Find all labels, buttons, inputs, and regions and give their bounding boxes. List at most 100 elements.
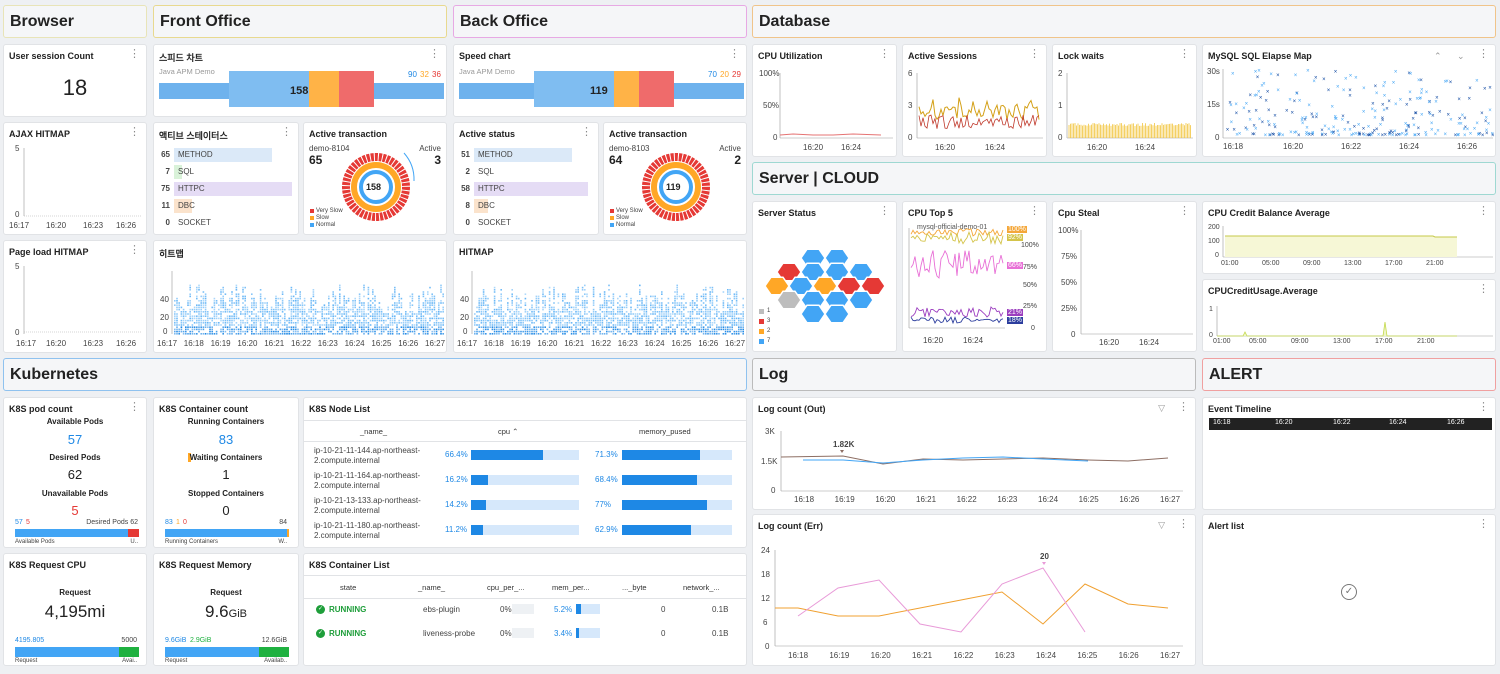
- running-label: Running Containers: [187, 417, 265, 426]
- x-tick: 17:00: [1385, 260, 1403, 267]
- container-name: liveness-probe: [423, 629, 476, 638]
- svg-text:×: ×: [1238, 131, 1242, 137]
- x-tick: 05:00: [1249, 338, 1267, 345]
- widget-title: Alert list: [1208, 521, 1245, 531]
- y-label: 200: [1208, 224, 1220, 231]
- svg-text:×: ×: [1407, 124, 1411, 130]
- svg-text:×: ×: [1258, 117, 1262, 123]
- status-row[interactable]: 75 HTTPC: [154, 181, 298, 198]
- y-label: 6: [763, 618, 768, 627]
- svg-text:×: ×: [1428, 99, 1432, 105]
- table-row[interactable]: ip-10-21-11-180.ap-northeast- 2.compute.i…: [304, 519, 746, 544]
- more-icon[interactable]: ⋮: [1478, 205, 1489, 217]
- column-name[interactable]: _name_: [360, 427, 388, 436]
- y-label: 0: [771, 486, 776, 495]
- svg-text:×: ×: [1456, 133, 1460, 139]
- filter-icon[interactable]: ▽: [1158, 403, 1165, 413]
- svg-text:×: ×: [1346, 120, 1350, 126]
- x-tick: 16:20: [870, 651, 891, 660]
- status-row[interactable]: 0 SOCKET: [154, 215, 298, 232]
- svg-text:×: ×: [1457, 97, 1461, 103]
- column-mem[interactable]: mem_per...: [552, 583, 590, 592]
- widget-title: CPU Utilization: [758, 51, 823, 61]
- more-icon[interactable]: ⋮: [129, 244, 140, 256]
- column-state[interactable]: state: [340, 583, 357, 592]
- widget-title: 액티브 스테이터스: [159, 131, 228, 141]
- more-icon[interactable]: ⋮: [729, 48, 740, 60]
- y-label: 30s: [1207, 67, 1220, 76]
- table-row[interactable]: ip-10-21-13-133.ap-northeast- 2.compute.i…: [304, 494, 746, 519]
- x-tick: 16:23: [317, 339, 338, 348]
- svg-text:×: ×: [1457, 132, 1461, 138]
- k8s-node-list-widget: K8S Node List _name_ cpu ⌃ memory_pused …: [303, 397, 747, 548]
- more-icon[interactable]: ⋮: [1178, 401, 1189, 413]
- svg-text:×: ×: [1391, 131, 1395, 137]
- svg-text:×: ×: [1457, 121, 1461, 127]
- more-icon[interactable]: ⋮: [1179, 205, 1190, 217]
- svg-text:×: ×: [1388, 132, 1392, 138]
- status-row[interactable]: 58 HTTPC: [454, 181, 598, 198]
- more-icon[interactable]: ⋮: [1179, 48, 1190, 60]
- y-label: 75%: [1023, 264, 1038, 271]
- front-speed-graphic: [159, 71, 444, 107]
- more-icon[interactable]: ⋮: [1029, 48, 1040, 60]
- more-icon[interactable]: ⋮: [1029, 205, 1040, 217]
- status-row[interactable]: 2 SQL: [454, 164, 598, 181]
- svg-text:×: ×: [1294, 130, 1298, 136]
- cpu-value: 0%: [500, 605, 512, 614]
- column-memory[interactable]: memory_pused: [639, 427, 691, 436]
- more-icon[interactable]: ⋮: [1178, 518, 1189, 530]
- node-rows: ip-10-21-11-144.ap-northeast- 2.compute.i…: [304, 444, 746, 544]
- more-icon[interactable]: ⋮: [581, 126, 592, 138]
- bar-label: Available Pods: [15, 539, 55, 545]
- user-session-widget: User session Count ⋮ 18: [3, 44, 147, 117]
- svg-text:×: ×: [1434, 99, 1438, 105]
- cpu-steal-widget: Cpu Steal ⋮ 100% 75% 50% 25% 0 16:20 16:…: [1052, 201, 1197, 352]
- status-row[interactable]: 65 METHOD: [154, 147, 298, 164]
- more-icon[interactable]: ⋮: [879, 205, 890, 217]
- status-row[interactable]: 11 DBC: [154, 198, 298, 215]
- table-row[interactable]: ✓ RUNNING liveness-probe 0% 3.4% 0 0.1B: [304, 624, 746, 648]
- status-row[interactable]: 0 SOCKET: [454, 215, 598, 232]
- svg-text:×: ×: [1254, 126, 1258, 132]
- chevron-down-icon[interactable]: ⌄: [1457, 51, 1465, 61]
- more-icon[interactable]: ⋮: [879, 48, 890, 60]
- status-row[interactable]: 7 SQL: [154, 164, 298, 181]
- svg-text:×: ×: [1407, 71, 1411, 77]
- svg-text:×: ×: [1269, 72, 1273, 78]
- column-cpu[interactable]: cpu ⌃: [498, 427, 519, 436]
- more-icon[interactable]: ⋮: [129, 48, 140, 60]
- svg-text:×: ×: [1434, 132, 1438, 138]
- column-network[interactable]: network_...: [683, 583, 720, 592]
- svg-text:×: ×: [1307, 132, 1311, 138]
- x-tick: 16:17: [9, 221, 30, 230]
- svg-text:×: ×: [1327, 127, 1331, 133]
- more-icon[interactable]: ⋮: [129, 401, 140, 413]
- more-icon[interactable]: ⋮: [1478, 283, 1489, 295]
- status-row[interactable]: 51 METHOD: [454, 147, 598, 164]
- table-row[interactable]: ip-10-21-11-164.ap-northeast- 2.compute.i…: [304, 469, 746, 494]
- column-byte[interactable]: ..._byte: [622, 583, 647, 592]
- widget-title: Speed chart: [459, 51, 511, 61]
- table-row[interactable]: ✓ RUNNING ebs-plugin 0% 5.2% 0 0.1B: [304, 600, 746, 624]
- widget-title: Cpu Steal: [1058, 208, 1100, 218]
- more-icon[interactable]: ⋮: [281, 126, 292, 138]
- svg-text:×: ×: [1320, 132, 1324, 138]
- more-icon[interactable]: ⋮: [129, 126, 140, 138]
- svg-text:×: ×: [1381, 102, 1385, 108]
- more-icon[interactable]: ⋮: [429, 48, 440, 60]
- chevron-up-icon[interactable]: ⌃: [1434, 51, 1442, 61]
- more-icon[interactable]: ⋮: [1478, 401, 1489, 413]
- svg-text:×: ×: [1353, 125, 1357, 131]
- x-tick: 16:20: [46, 339, 67, 348]
- mem-value: 77%: [595, 500, 612, 509]
- column-name[interactable]: _name_: [418, 583, 446, 592]
- table-row[interactable]: ip-10-21-11-144.ap-northeast- 2.compute.i…: [304, 444, 746, 469]
- svg-text:×: ×: [1341, 118, 1345, 124]
- filter-icon[interactable]: ▽: [1158, 520, 1165, 530]
- timeline-bar[interactable]: 16:18 16:20 16:22 16:24 16:26: [1209, 418, 1492, 430]
- more-icon[interactable]: ⋮: [1478, 48, 1489, 60]
- more-icon[interactable]: ⋮: [1478, 518, 1489, 530]
- status-row[interactable]: 8 DBC: [454, 198, 598, 215]
- column-cpu[interactable]: cpu_per_...: [487, 583, 525, 592]
